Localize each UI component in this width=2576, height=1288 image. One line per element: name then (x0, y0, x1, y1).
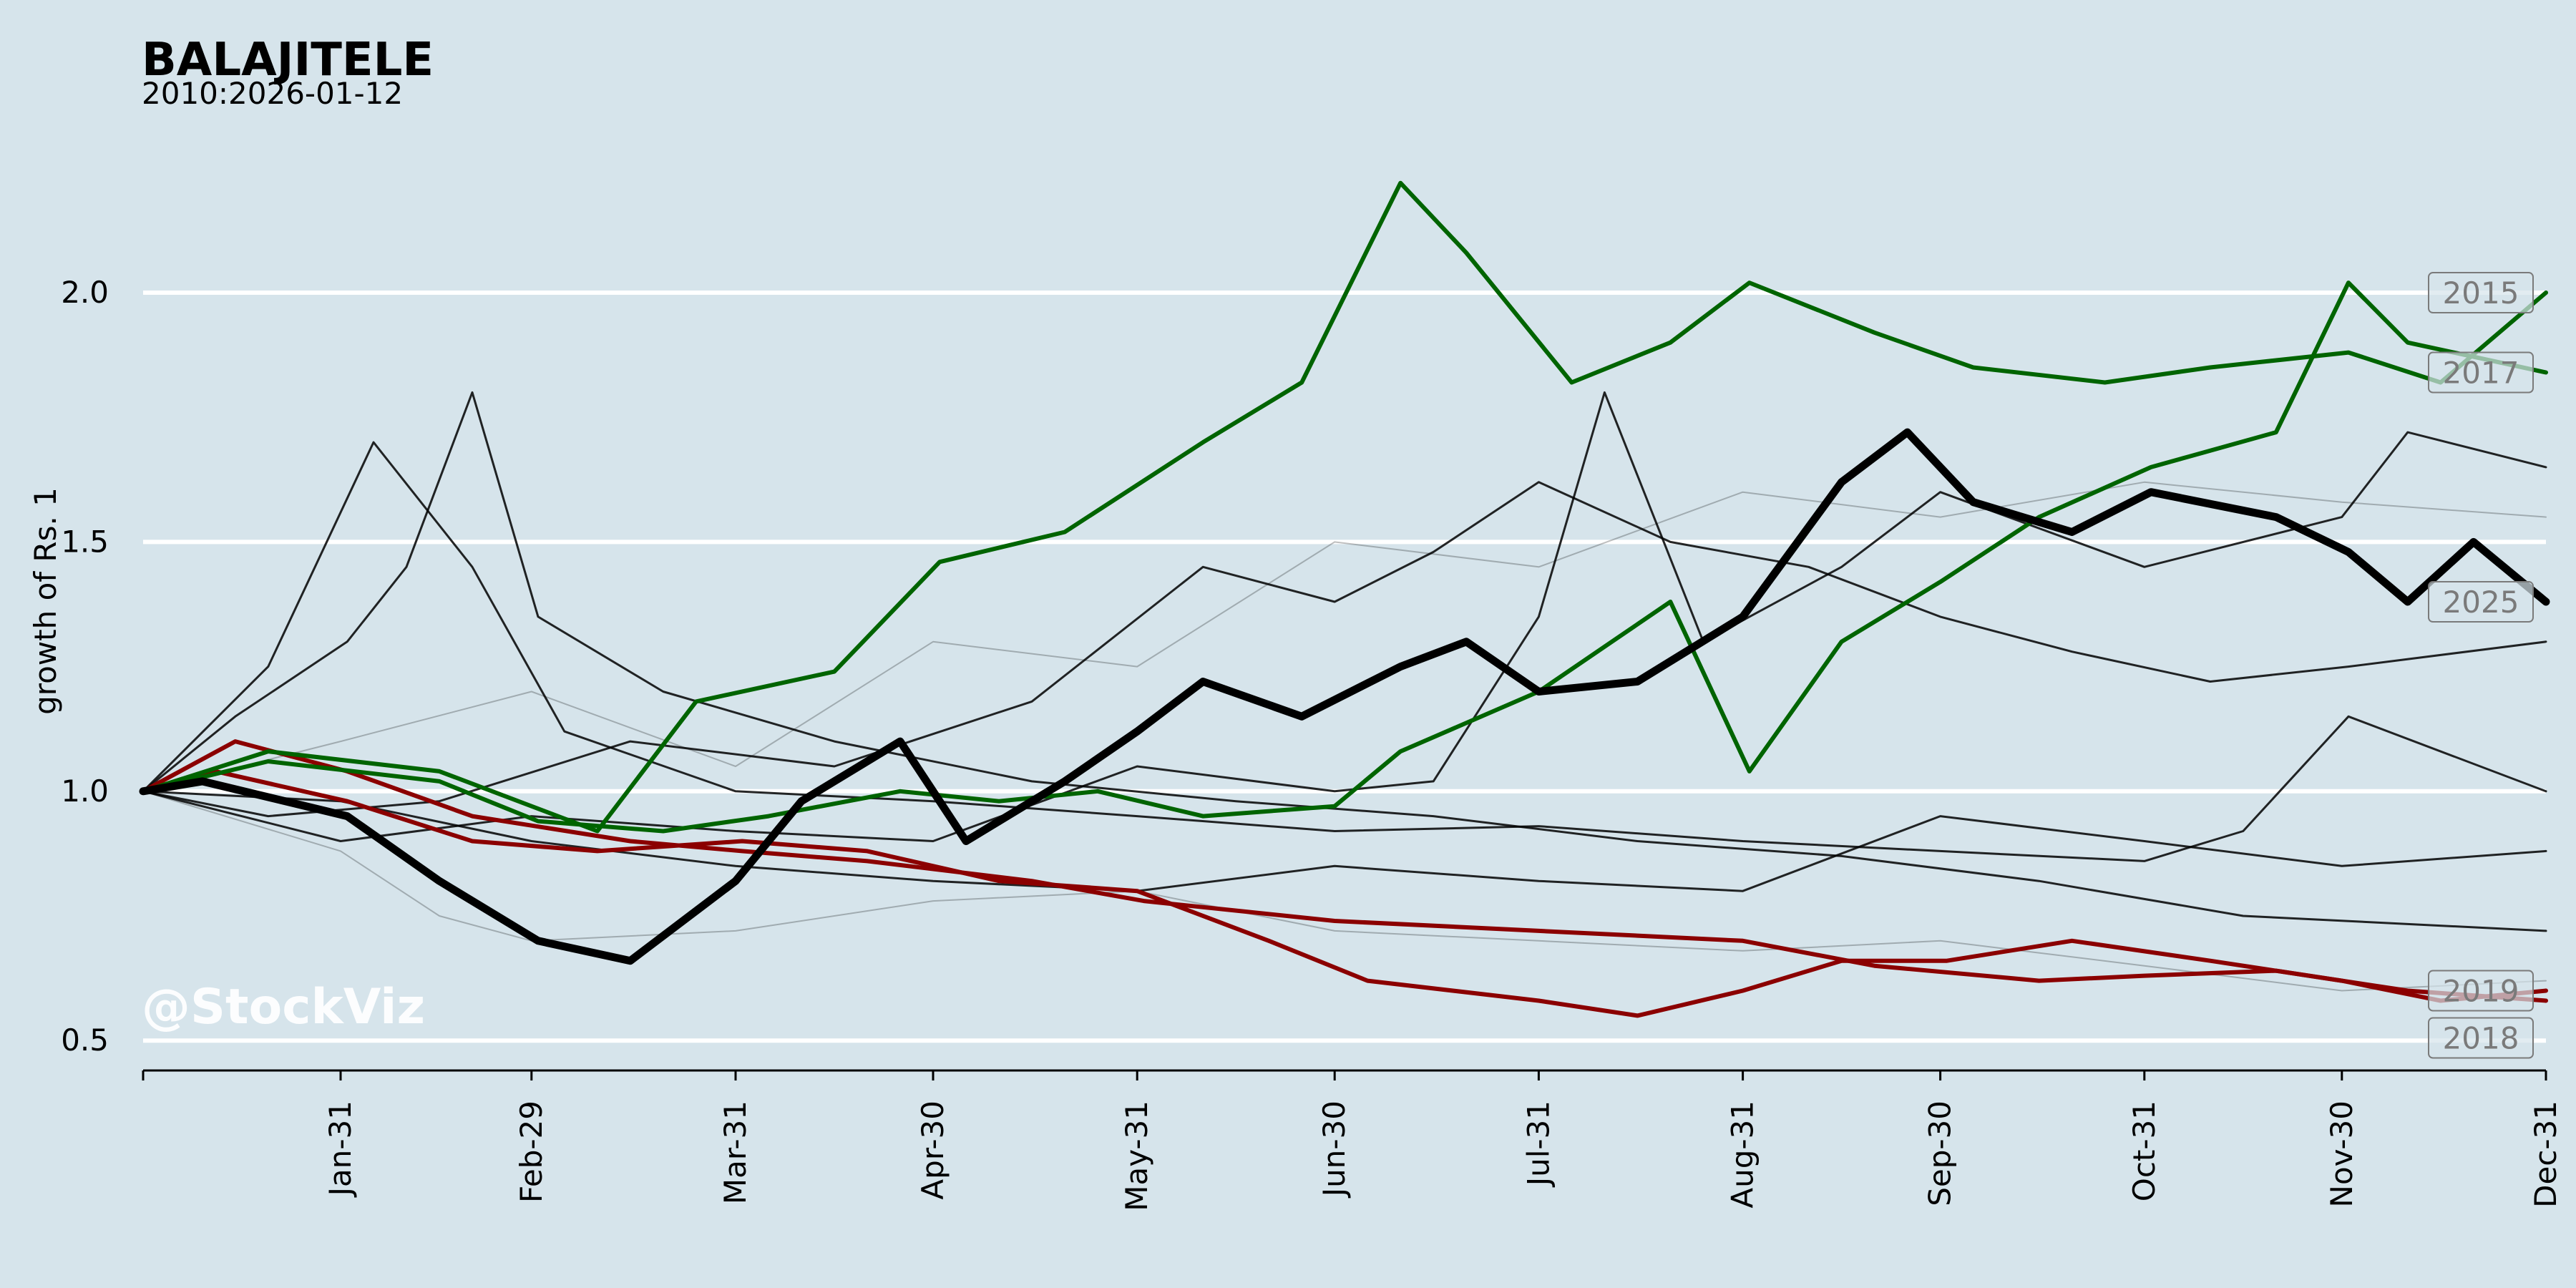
series-line (142, 391, 2547, 932)
x-tick-label: Nov-30 (2324, 1101, 2359, 1207)
x-tick-label: Apr-30 (915, 1101, 950, 1200)
x-tick-label: Mar-31 (718, 1101, 753, 1204)
series-layer (139, 180, 2550, 1018)
chart-subtitle: 2010:2026-01-12 (142, 76, 403, 111)
x-tick-label: Sep-30 (1923, 1101, 1958, 1206)
series-line-2025 (139, 428, 2550, 965)
y-tick-label: 2.0 (61, 275, 109, 310)
x-tick-label: Aug-31 (1725, 1101, 1760, 1209)
chart-title: BALAJITELE (142, 34, 434, 87)
series-label-2025: 2025 (2443, 585, 2519, 620)
x-tick-label: May-31 (1119, 1101, 1154, 1211)
y-tick-label: 0.5 (61, 1023, 109, 1058)
x-tick-label: Jul-31 (1521, 1101, 1556, 1188)
series-line (142, 481, 2547, 792)
series-label-box (2428, 581, 2534, 623)
series-label-2018: 2018 (2443, 1021, 2519, 1056)
y-tick-label: 1.0 (61, 774, 109, 809)
series-label-box (2428, 970, 2534, 1012)
series-line (142, 481, 2547, 818)
series-line (142, 391, 2547, 842)
x-tick-label: Oct-31 (2127, 1101, 2162, 1201)
series-line-2019 (141, 769, 2548, 1018)
series-line-2015 (141, 180, 2548, 834)
x-tick-label: Jun-30 (1317, 1101, 1352, 1199)
series-line-2018 (141, 739, 2548, 1003)
x-tick-label: Feb-29 (514, 1101, 549, 1203)
x-tick-label: Dec-31 (2528, 1101, 2563, 1208)
series-label-2015: 2015 (2443, 275, 2519, 311)
series-label-layer: 2015 2017 2025 2019 2018 (2428, 272, 2534, 1059)
series-line (142, 441, 2547, 862)
y-tick-label: 1.5 (61, 524, 109, 559)
y-axis-label: growth of Rs. 1 (28, 487, 63, 715)
watermark: @StockViz (142, 979, 425, 1035)
series-label-2019: 2019 (2443, 974, 2519, 1009)
series-line-2017 (141, 280, 2548, 834)
series-label-box (2428, 1017, 2534, 1059)
series-label-box (2428, 272, 2534, 314)
series-label-box (2428, 351, 2534, 394)
axis-layer: 0.5 1.0 1.5 2.0 Jan-31 Feb-29 Mar-31 Apr-30 May-… (61, 275, 2563, 1211)
series-line (142, 790, 2547, 892)
series-label-2017: 2017 (2443, 356, 2519, 391)
x-tick-label: Jan-31 (323, 1101, 358, 1198)
